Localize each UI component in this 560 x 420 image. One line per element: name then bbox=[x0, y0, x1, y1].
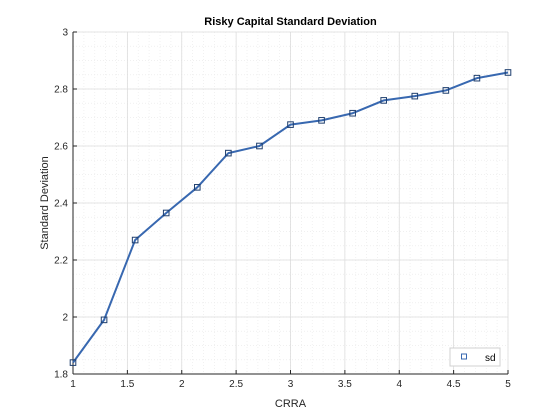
data-point-marker bbox=[131, 236, 139, 244]
legend-box bbox=[449, 347, 501, 367]
data-point-marker bbox=[162, 209, 170, 217]
legend: sd bbox=[449, 347, 501, 367]
legend-label: sd bbox=[485, 353, 496, 364]
data-point-marker bbox=[411, 92, 419, 100]
y-tick-label: 2 bbox=[62, 313, 68, 324]
data-point-marker bbox=[193, 184, 201, 191]
y-tick-labels: 1.8 2 2.2 2.4 2.6 2.8 3 bbox=[54, 28, 68, 381]
x-tick-label: 2.5 bbox=[229, 379, 243, 390]
y-tick-label: 1.8 bbox=[54, 370, 68, 381]
grid bbox=[72, 31, 509, 375]
series-layer bbox=[69, 69, 512, 366]
data-point-marker bbox=[473, 74, 481, 82]
y-tick-label: 2.2 bbox=[54, 256, 68, 267]
x-tick-label: 3 bbox=[288, 379, 294, 390]
data-point-marker bbox=[69, 359, 77, 366]
y-axis-label: Standard Deviation bbox=[39, 156, 51, 250]
x-tick-label: 4 bbox=[396, 379, 402, 390]
x-tick-label: 4.5 bbox=[447, 379, 461, 390]
x-axis-label: CRRA bbox=[275, 398, 307, 410]
data-point-marker bbox=[318, 117, 325, 124]
y-tick-label: 2.8 bbox=[54, 85, 68, 96]
data-point-marker bbox=[256, 142, 263, 150]
data-point-marker bbox=[225, 149, 232, 157]
y-tick-label: 2.4 bbox=[54, 199, 68, 210]
chart-title: Risky Capital Standard Deviation bbox=[204, 16, 377, 28]
data-point-marker bbox=[100, 316, 108, 324]
data-point-marker bbox=[442, 87, 450, 94]
data-point-marker bbox=[380, 97, 388, 104]
x-tick-labels: 1 1.5 2 2.5 3 3.5 4 4.5 5 bbox=[70, 379, 511, 390]
axes bbox=[72, 31, 509, 375]
data-point-marker bbox=[504, 69, 512, 76]
data-point-marker bbox=[287, 121, 294, 128]
x-tick-label: 1 bbox=[70, 379, 76, 390]
series-line-sd bbox=[72, 71, 509, 364]
legend-marker-icon bbox=[461, 353, 467, 360]
x-tick-label: 5 bbox=[505, 379, 511, 390]
x-tick-label: 3.5 bbox=[338, 379, 352, 390]
data-point-marker bbox=[349, 109, 356, 117]
x-tick-label: 1.5 bbox=[120, 379, 134, 390]
x-tick-label: 2 bbox=[179, 379, 185, 390]
y-tick-label: 2.6 bbox=[54, 142, 68, 153]
y-tick-label: 3 bbox=[62, 28, 68, 39]
